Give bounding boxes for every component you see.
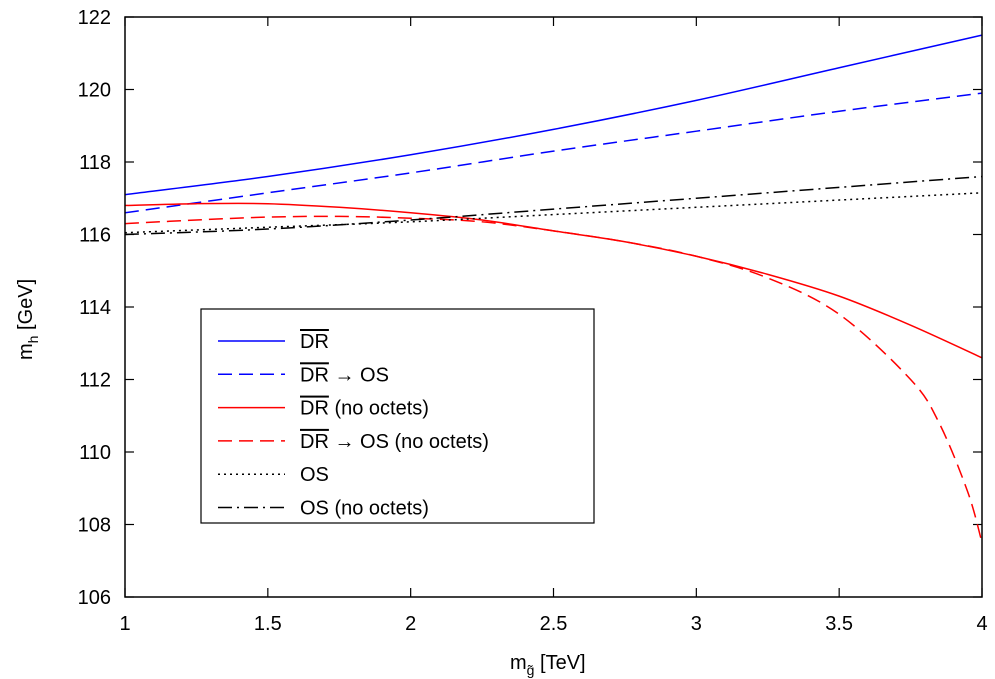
plot-frame: [124, 16, 983, 598]
x-tick-label: 1: [119, 613, 130, 635]
x-axis-label: mg̃ [TeV]: [510, 652, 586, 678]
legend-box: [200, 308, 595, 524]
x-axis-label-unit: [TeV]: [534, 652, 585, 674]
x-tick-label: 2.5: [540, 613, 568, 635]
y-tick-label: 120: [78, 80, 111, 102]
series-layer: [124, 34, 983, 543]
x-tick-label: 4: [976, 613, 987, 635]
series-line-2: [124, 92, 983, 214]
x-tick-label: 1.5: [254, 613, 282, 635]
y-tick-label: 118: [79, 152, 111, 174]
x-tick-label: 3: [691, 613, 702, 635]
legend-label-text: OS (no octets): [354, 431, 489, 453]
y-tick-label: 106: [78, 587, 111, 609]
legend-label-text: OS: [300, 464, 329, 486]
y-tick-label: 110: [79, 442, 111, 464]
legend-label-text: OS (no octets): [300, 498, 429, 520]
ticks-layer: 1 1.5 2 2.5 3 3.5 4 106 108 110 112 114 116 118 120 122: [78, 7, 988, 635]
y-tick-label: 112: [79, 370, 111, 392]
x-tick-label: 2: [405, 613, 416, 635]
legend-label-overline: DR: [300, 364, 329, 386]
x-axis-label-main: m: [510, 652, 527, 674]
y-axis-label: mh [GeV]: [15, 279, 41, 360]
legend-label-overline: DR: [300, 398, 329, 420]
legend-label-arrow: →: [329, 431, 355, 453]
legend-label-overline: DR: [300, 431, 329, 453]
y-axis-label-main: m: [15, 343, 37, 360]
y-tick-label: 116: [79, 225, 111, 247]
legend-label-4: DR → OS (no octets): [300, 431, 489, 453]
legend-label-text: (no octets): [329, 398, 429, 420]
series-line-6: [124, 175, 983, 236]
series-line-5: [124, 192, 983, 234]
legend-label-6: OS (no octets): [300, 498, 429, 520]
legend-label-2: DR → OS: [300, 364, 389, 386]
legend-label-5: OS: [300, 464, 329, 486]
y-tick-label: 114: [79, 297, 111, 319]
y-axis-label-sub: h: [25, 336, 41, 344]
x-axis-label-sub: g̃: [527, 662, 535, 678]
legend-label-1: DR: [300, 331, 329, 353]
legend-label-overline: DR: [300, 331, 329, 353]
legend-label-arrow: →: [329, 364, 355, 386]
legend-label-3: DR (no octets): [300, 398, 429, 420]
y-tick-label: 122: [78, 7, 111, 29]
y-axis-label-unit: [GeV]: [15, 279, 37, 336]
x-tick-label: 3.5: [825, 613, 853, 635]
y-tick-label: 108: [78, 515, 111, 537]
legend-label-text: OS: [354, 364, 388, 386]
series-line-1: [124, 34, 983, 196]
